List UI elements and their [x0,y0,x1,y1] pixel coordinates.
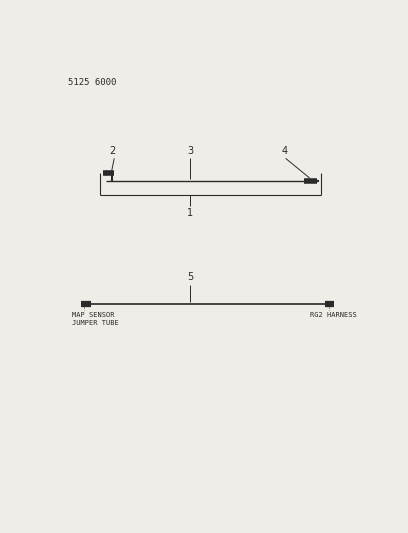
Text: RG2 HARNESS: RG2 HARNESS [310,312,357,318]
Text: 5125 6000: 5125 6000 [69,78,117,87]
Text: 1: 1 [187,208,193,219]
Text: 3: 3 [187,146,193,156]
Text: 2: 2 [109,146,116,156]
Text: 4: 4 [282,146,288,156]
Text: MAP SENSOR
JUMPER TUBE: MAP SENSOR JUMPER TUBE [71,312,118,326]
Text: 5: 5 [187,272,193,282]
